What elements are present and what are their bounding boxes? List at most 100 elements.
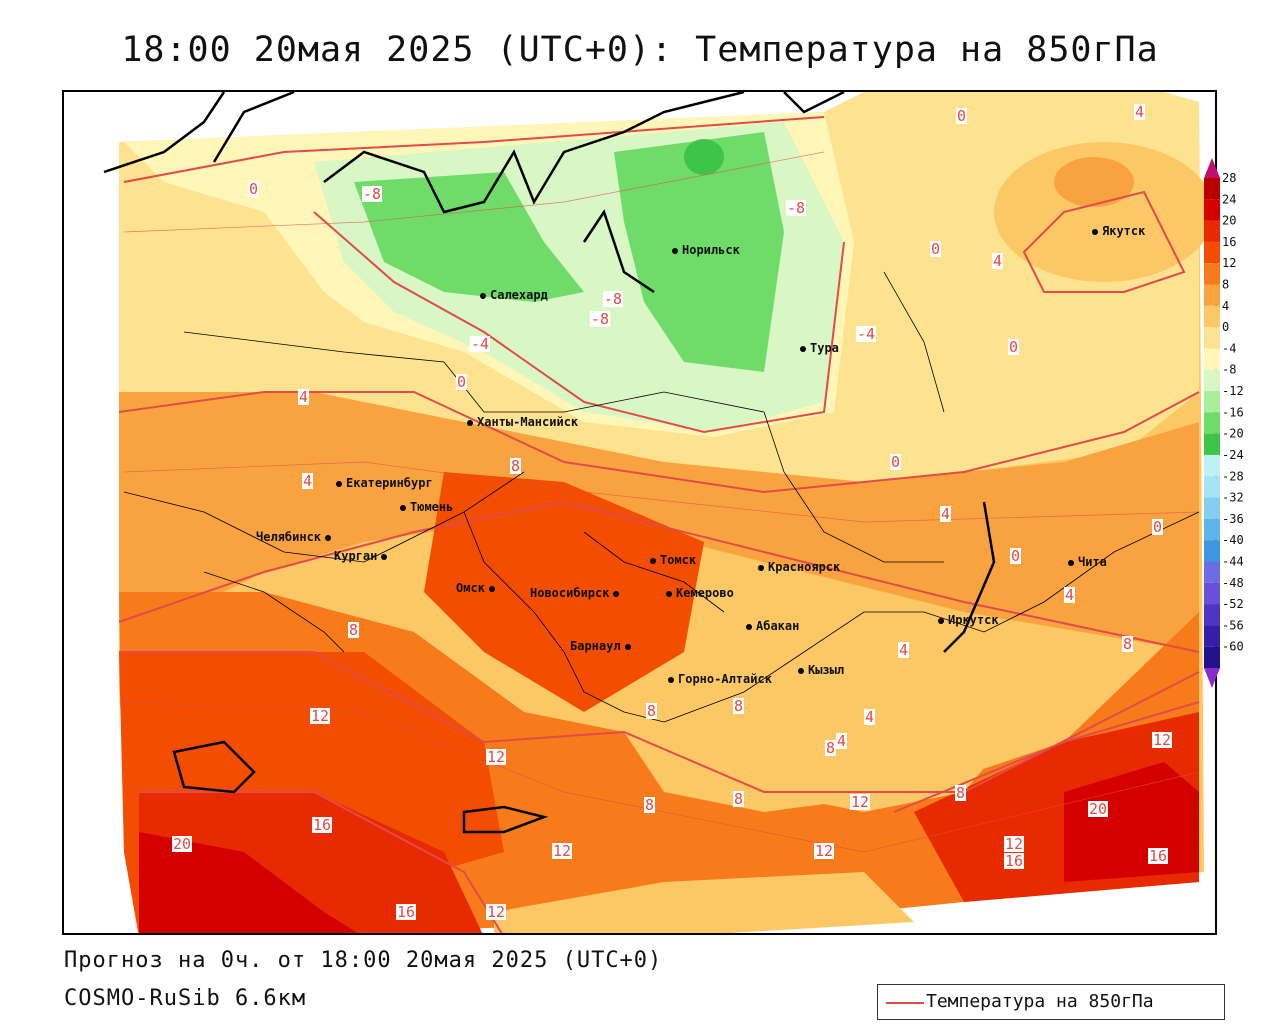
colorbar-tick-label: -4 — [1222, 341, 1236, 355]
colorbar-tick-label: 28 — [1222, 171, 1236, 185]
isoline-label: 0 — [890, 453, 902, 471]
colorbar-swatch — [1204, 412, 1220, 434]
colorbar-tick-label: 16 — [1222, 235, 1236, 249]
city-yakutsk: Якутск — [1092, 224, 1145, 238]
colorbar-tick-label: -60 — [1222, 640, 1244, 654]
isoline-label: -8 — [590, 310, 611, 328]
colorbar-tick-label: -16 — [1222, 405, 1244, 419]
isoline-label: 16 — [1148, 847, 1169, 865]
city-gorno-altaysk: Горно-Алтайск — [668, 672, 772, 686]
colorbar-swatch — [1204, 625, 1220, 647]
colorbar-tick-label: -40 — [1222, 533, 1244, 547]
colorbar-swatch — [1204, 327, 1220, 349]
colorbar-swatch — [1204, 391, 1220, 413]
isoline-label: -8 — [362, 185, 383, 203]
colorbar-tick-label: 20 — [1222, 214, 1236, 228]
map-area — [62, 90, 1217, 935]
isoline-label: 12 — [552, 842, 573, 860]
map-legend: Температура на 850гПа — [877, 984, 1225, 1020]
isoline-label: 16 — [396, 903, 417, 921]
colorbar-swatch — [1204, 604, 1220, 626]
isoline-label: 20 — [1088, 800, 1109, 818]
colorbar-tick-label: 0 — [1222, 320, 1229, 334]
city-barnaul: Барнаул — [570, 639, 635, 653]
colorbar-swatch — [1204, 540, 1220, 562]
isoline-label: 0 — [1008, 338, 1020, 356]
colorbar-tick-label: -36 — [1222, 512, 1244, 526]
model-name: COSMO-RuSib 6.6км — [64, 986, 307, 1011]
isoline-label: -8 — [786, 199, 807, 217]
colorbar-swatch — [1204, 369, 1220, 392]
colorbar-tick-label: -32 — [1222, 491, 1244, 505]
isoline-label: 8 — [348, 621, 360, 639]
legend-line-swatch — [886, 1002, 924, 1004]
colorbar-tick-label: -24 — [1222, 448, 1244, 462]
isoline-label: 4 — [836, 732, 848, 750]
isoline-label: 8 — [825, 739, 837, 757]
colorbar-tick-label: 8 — [1222, 278, 1229, 292]
isoline-label: 12 — [310, 707, 331, 725]
colorbar-swatch — [1204, 220, 1220, 242]
colorbar-swatch — [1204, 241, 1220, 264]
isoline-label: 20 — [172, 835, 193, 853]
isoline-label: 0 — [456, 373, 468, 391]
isoline-label: 0 — [956, 107, 968, 125]
colorbar-swatch — [1204, 561, 1220, 583]
isoline-label: 0 — [930, 240, 942, 258]
isoline-label: 4 — [302, 472, 314, 490]
isoline-label: 8 — [1122, 635, 1134, 653]
city-novosibirsk: Новосибирск — [530, 586, 623, 600]
temperature-field — [64, 92, 1215, 933]
isoline-label: 4 — [864, 708, 876, 726]
colorbar-swatch — [1204, 454, 1220, 477]
isoline-label: 4 — [1064, 586, 1076, 604]
temperature-colorbar: 28 24 20 16 12 8 4 0 -4 -8 -12 -16 -20 -24 -28 -32 -36 -4… — [1204, 158, 1244, 688]
colorbar-tick-label: -20 — [1222, 427, 1244, 441]
city-khanty-mansiysk: Ханты-Мансийск — [467, 415, 578, 429]
colorbar-tick-label: -48 — [1222, 576, 1244, 590]
colorbar-tick-label: -44 — [1222, 554, 1244, 568]
colorbar-tick-label: -8 — [1222, 363, 1236, 377]
isoline-label: 12 — [1152, 731, 1173, 749]
city-norilsk: Норильск — [672, 243, 740, 257]
isoline-label: 12 — [486, 748, 507, 766]
legend-label: Температура на 850гПа — [926, 991, 1154, 1012]
colorbar-swatch — [1204, 518, 1220, 541]
colorbar-swatch — [1204, 646, 1220, 668]
colorbar-swatch — [1204, 284, 1220, 306]
colorbar-swatch — [1204, 582, 1220, 605]
city-yekaterinburg: Екатеринбург — [336, 476, 433, 490]
city-tyumen: Тюмень — [400, 500, 453, 514]
isoline-label: 16 — [312, 816, 333, 834]
city-salekhard: Салехард — [480, 288, 548, 302]
isoline-label: 8 — [646, 702, 658, 720]
city-abakan: Абакан — [746, 619, 799, 633]
colorbar-swatch — [1204, 348, 1220, 370]
colorbar-tick-label: 4 — [1222, 299, 1229, 313]
colorbar-swatch — [1204, 199, 1220, 221]
colorbar-swatch — [1204, 433, 1220, 455]
colorbar-bottom-arrow — [1204, 668, 1220, 688]
colorbar-swatch — [1204, 305, 1220, 328]
isoline-label: 8 — [955, 784, 967, 802]
isoline-label: 0 — [248, 180, 260, 198]
isoline-label: 8 — [510, 457, 522, 475]
isoline-label: 4 — [898, 641, 910, 659]
isoline-label: 12 — [850, 793, 871, 811]
colorbar-top-arrow — [1204, 158, 1220, 178]
isoline-label: 0 — [1010, 547, 1022, 565]
colorbar-swatch — [1204, 178, 1220, 200]
isoline-label: 4 — [298, 388, 310, 406]
colorbar-tick-label: -12 — [1222, 384, 1244, 398]
isoline-label: 4 — [992, 252, 1004, 270]
city-chelyabinsk: Челябинск — [256, 530, 335, 544]
forecast-info: Прогноз на 0ч. от 18:00 20мая 2025 (UTC+… — [64, 948, 663, 973]
colorbar-tick-label: 24 — [1222, 192, 1236, 206]
isoline-label: 12 — [814, 842, 835, 860]
isoline-label: 0 — [1152, 518, 1164, 536]
coastline — [103, 92, 996, 834]
city-omsk: Омск — [456, 581, 499, 595]
city-kemerovo: Кемерово — [666, 586, 734, 600]
colorbar-tick-label: -28 — [1222, 469, 1244, 483]
isoline-label: 8 — [733, 790, 745, 808]
